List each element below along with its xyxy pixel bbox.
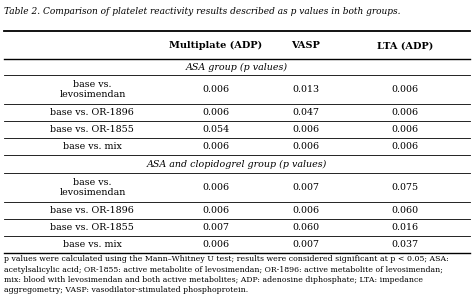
Text: 0.006: 0.006 [392, 125, 419, 134]
Text: 0.006: 0.006 [202, 240, 229, 249]
Text: base vs. mix: base vs. mix [63, 142, 122, 151]
Text: 0.006: 0.006 [392, 85, 419, 94]
Text: 0.016: 0.016 [392, 223, 419, 232]
Text: ASA and clopidogrel group (p values): ASA and clopidogrel group (p values) [147, 160, 327, 169]
Text: ASA group (p values): ASA group (p values) [186, 63, 288, 72]
Text: 0.060: 0.060 [392, 206, 419, 215]
Text: 0.006: 0.006 [292, 206, 319, 215]
Text: 0.006: 0.006 [202, 183, 229, 192]
Text: 0.006: 0.006 [202, 85, 229, 94]
Text: Multiplate (ADP): Multiplate (ADP) [169, 41, 262, 50]
Text: VASP: VASP [292, 41, 320, 50]
Text: LTA (ADP): LTA (ADP) [377, 41, 433, 50]
Text: 0.006: 0.006 [292, 142, 319, 151]
Text: base vs. OR-1896: base vs. OR-1896 [51, 108, 134, 117]
Text: 0.047: 0.047 [292, 108, 319, 117]
Text: base vs.
levosimendan: base vs. levosimendan [59, 178, 126, 197]
Text: 0.007: 0.007 [292, 183, 319, 192]
Text: 0.006: 0.006 [292, 125, 319, 134]
Text: 0.054: 0.054 [202, 125, 229, 134]
Text: base vs. OR-1896: base vs. OR-1896 [51, 206, 134, 215]
Text: 0.037: 0.037 [392, 240, 419, 249]
Text: Table 2. Comparison of platelet reactivity results described as p values in both: Table 2. Comparison of platelet reactivi… [4, 7, 400, 16]
Text: base vs. OR-1855: base vs. OR-1855 [51, 223, 134, 232]
Text: 0.013: 0.013 [292, 85, 319, 94]
Text: 0.075: 0.075 [392, 183, 419, 192]
Text: base vs. mix: base vs. mix [63, 240, 122, 249]
Text: 0.006: 0.006 [392, 108, 419, 117]
Text: base vs. OR-1855: base vs. OR-1855 [51, 125, 134, 134]
Text: base vs.
levosimendan: base vs. levosimendan [59, 80, 126, 99]
Text: 0.006: 0.006 [202, 206, 229, 215]
Text: 0.006: 0.006 [392, 142, 419, 151]
Text: 0.006: 0.006 [202, 142, 229, 151]
Text: 0.006: 0.006 [202, 108, 229, 117]
Text: 0.007: 0.007 [292, 240, 319, 249]
Text: 0.007: 0.007 [202, 223, 229, 232]
Text: 0.060: 0.060 [292, 223, 319, 232]
Text: p values were calculated using the Mann–Whitney U test; results were considered : p values were calculated using the Mann–… [4, 255, 448, 294]
